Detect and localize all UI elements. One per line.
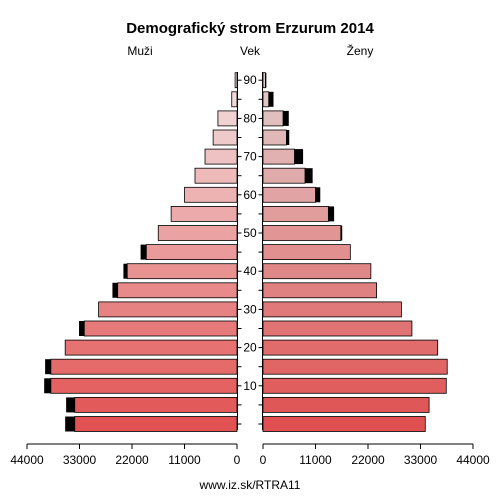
right-value-tick-label-33000: 33000 <box>404 453 438 467</box>
right-value-tick-label-22000: 22000 <box>351 453 385 467</box>
female-bar-20-24 <box>262 339 439 356</box>
male-bar-55-59 <box>170 205 238 222</box>
female-bar-10-14 <box>262 377 447 394</box>
male-bar-15-19 <box>50 358 238 375</box>
male-bar-85-89 <box>231 91 238 108</box>
female-bar-extra-90+ <box>265 72 267 88</box>
female-bar-45-49 <box>262 244 351 261</box>
male-bar-75-79 <box>212 129 238 146</box>
female-bar-80-84 <box>262 110 284 127</box>
male-bar-45-49 <box>145 244 238 261</box>
right-value-tick-label-0: 0 <box>260 453 267 467</box>
female-bar-70-74 <box>262 148 295 165</box>
age-tick-label-40: 40 <box>243 264 257 278</box>
female-bar-15-19 <box>262 358 448 375</box>
male-bar-extra-35-39 <box>112 282 118 298</box>
left-value-tick-label-0: 0 <box>234 453 241 467</box>
female-bar-85-89 <box>262 91 270 108</box>
female-bar-90+ <box>262 72 266 89</box>
left-value-tick-label-11000: 11000 <box>168 453 201 467</box>
female-bar-40-44 <box>262 263 372 280</box>
age-tick-label-60: 60 <box>243 188 257 202</box>
male-bar-extra-45-49 <box>140 244 147 260</box>
right-value-tick-label-11000: 11000 <box>299 453 332 467</box>
male-bar-10-14 <box>50 377 238 394</box>
male-bar-40-44 <box>126 263 238 280</box>
female-bar-extra-55-59 <box>328 206 335 222</box>
female-bar-35-39 <box>262 282 377 299</box>
male-bar-extra-40-44 <box>123 263 128 279</box>
female-bars <box>262 72 448 432</box>
source-label: www.iz.sk/RTRA11 <box>199 478 301 492</box>
female-bar-60-64 <box>262 186 316 203</box>
male-bar-0-4 <box>74 416 238 432</box>
male-bar-extra-25-29 <box>79 321 85 336</box>
female-bar-extra-65-69 <box>305 168 313 184</box>
female-bar-65-69 <box>262 167 306 184</box>
female-bar-30-34 <box>262 301 402 318</box>
age-tick-label-20: 20 <box>243 341 257 355</box>
male-bar-70-74 <box>204 148 238 165</box>
right-value-tick-label-44000: 44000 <box>456 453 490 467</box>
male-bars <box>44 72 238 432</box>
male-bar-65-69 <box>194 167 238 184</box>
left-value-tick-label-44000: 44000 <box>10 453 44 467</box>
female-bar-extra-70-74 <box>294 149 304 165</box>
female-bar-0-4 <box>262 416 426 432</box>
male-bar-5-9 <box>74 396 238 413</box>
male-bar-20-24 <box>64 339 238 356</box>
age-tick-label-30: 30 <box>243 302 257 316</box>
age-tick-label-80: 80 <box>243 111 257 125</box>
center-axis-label: Vek <box>240 44 261 58</box>
female-bar-55-59 <box>262 205 329 222</box>
left-value-tick-label-33000: 33000 <box>63 453 97 467</box>
female-bar-extra-80-84 <box>283 110 289 126</box>
left-series-label: Muži <box>127 44 152 58</box>
female-bar-25-29 <box>262 320 413 337</box>
axes: 90 80 70 60 50 40 30 20 10 44000 33000 22000 11000 0 0… <box>10 72 490 467</box>
male-bar-extra-15-19 <box>45 359 51 375</box>
male-bar-extra-10-14 <box>44 378 51 394</box>
male-bar-extra-0-4 <box>65 416 75 432</box>
female-bar-extra-75-79 <box>286 130 290 145</box>
male-bar-25-29 <box>83 320 238 337</box>
left-value-tick-label-22000: 22000 <box>115 453 149 467</box>
female-bar-extra-60-64 <box>315 187 321 203</box>
chart-title: Demografický strom Erzurum 2014 <box>126 20 374 37</box>
right-series-label: Ženy <box>347 43 374 58</box>
female-bar-extra-85-89 <box>268 91 274 107</box>
age-tick-label-70: 70 <box>243 150 257 164</box>
male-bar-90+ <box>234 72 238 89</box>
age-tick-label-50: 50 <box>243 226 257 240</box>
female-bar-5-9 <box>262 396 430 413</box>
male-bar-35-39 <box>117 282 238 299</box>
female-bar-extra-50-54 <box>340 225 343 241</box>
male-bar-30-34 <box>98 301 238 318</box>
male-bar-extra-5-9 <box>66 397 75 413</box>
female-bar-50-54 <box>262 225 342 241</box>
male-bar-80-84 <box>217 110 238 127</box>
female-bar-75-79 <box>262 129 287 146</box>
male-bar-60-64 <box>184 186 238 203</box>
age-tick-label-90: 90 <box>243 73 257 87</box>
male-bar-50-54 <box>157 225 238 241</box>
age-tick-label-10: 10 <box>243 379 257 393</box>
